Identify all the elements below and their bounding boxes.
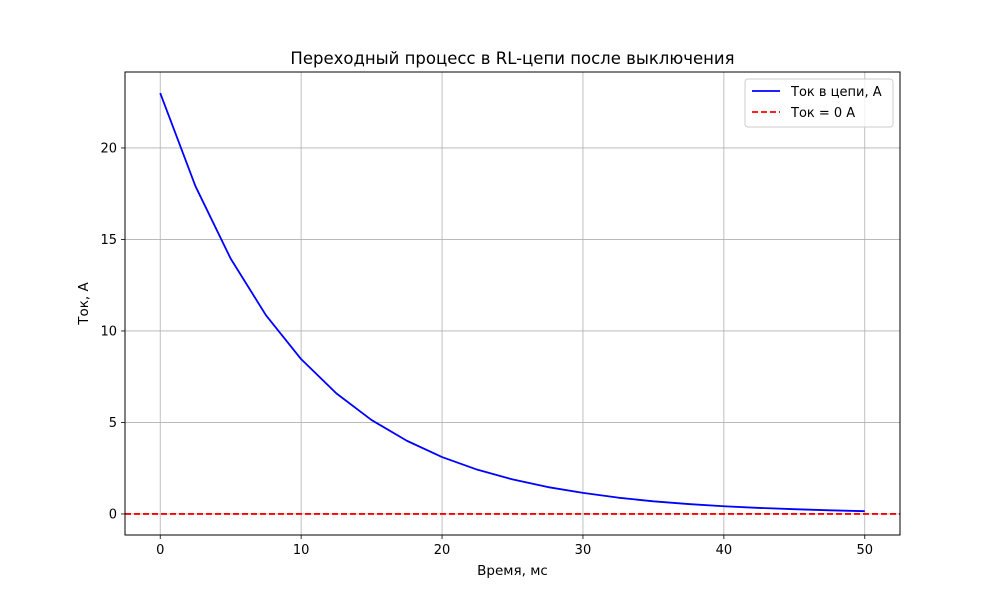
series-line-current [159,92,865,513]
legend-label-current: Ток в цепи, А [790,85,882,100]
y-tick-label: 20 [100,141,117,156]
axis-ticks: 0 10 20 30 40 50 0 5 10 15 20 [100,141,873,558]
legend: Ток в цепи, А Ток = 0 А [744,78,894,128]
x-axis-label: Время, мс [477,563,548,579]
x-tick-label: 0 [156,543,164,558]
y-tick-label: 10 [100,324,117,339]
x-tick-label: 30 [575,543,592,558]
y-tick-label: 15 [100,233,117,248]
y-tick-label: 0 [109,507,117,522]
x-tick-label: 50 [856,543,873,558]
x-tick-label: 20 [434,543,451,558]
x-tick-label: 10 [293,543,310,558]
grid-lines [125,72,900,535]
chart-title: Переходный процесс в RL-цепи после выклю… [290,49,734,68]
plot-frame [124,71,901,536]
y-tick-label: 5 [109,416,117,431]
legend-box [744,78,894,128]
series-layer [125,92,900,515]
x-tick-label: 40 [716,543,733,558]
y-axis-label: Ток, А [76,281,92,325]
legend-label-zero: Ток = 0 А [790,106,855,121]
